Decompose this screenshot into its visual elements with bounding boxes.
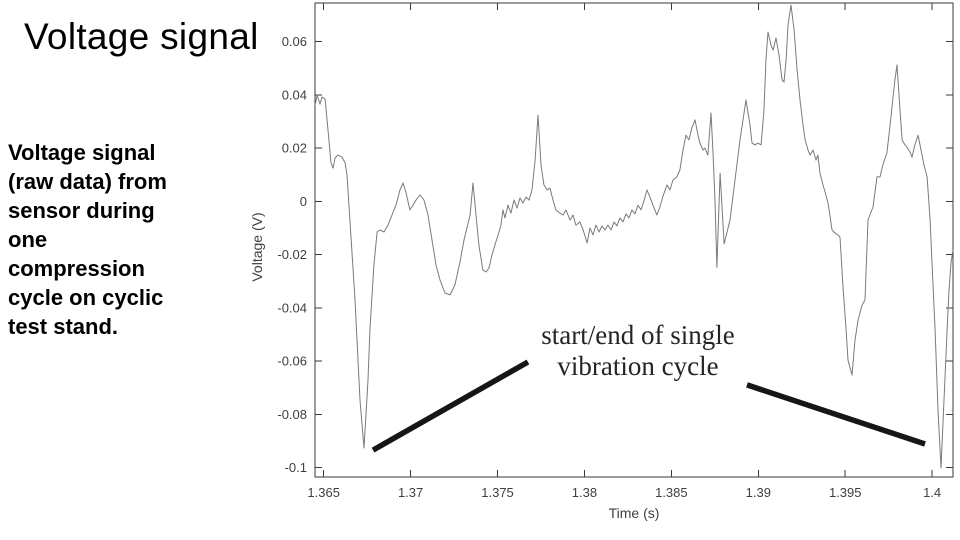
plot-box [314, 2, 954, 478]
signal-line [314, 4, 954, 469]
y-tick-label: -0.08 [277, 407, 307, 422]
description-text: Voltage signal (raw data) from sensor du… [8, 140, 167, 339]
x-tick-label: 1.395 [829, 485, 862, 500]
x-axis-label: Time (s) [609, 505, 660, 521]
y-tick-label: -0.04 [277, 300, 307, 315]
x-tick-label: 1.365 [307, 485, 340, 500]
annotation-pointer-line [371, 359, 530, 453]
page-title: Voltage signal [24, 16, 259, 57]
x-tick-label: 1.385 [655, 485, 688, 500]
annotation-pointer-line [746, 382, 926, 447]
y-tick-label: -0.06 [277, 354, 307, 369]
y-tick-label: 0.04 [282, 87, 307, 102]
x-tick-label: 1.37 [398, 485, 423, 500]
y-tick-label: 0.02 [282, 141, 307, 156]
x-tick-label: 1.39 [746, 485, 771, 500]
annotation-label: start/end of single vibration cycle [541, 320, 734, 382]
y-tick-label: 0 [300, 194, 307, 209]
x-tick-label: 1.38 [572, 485, 597, 500]
y-axis-label: Voltage (V) [249, 212, 265, 281]
x-tick-label: 1.4 [923, 485, 941, 500]
y-tick-label: -0.02 [277, 247, 307, 262]
annotation-line-1: start/end of single [541, 320, 735, 350]
y-tick-label: -0.1 [285, 460, 307, 475]
x-tick-label: 1.375 [481, 485, 514, 500]
annotation-line-2: vibration cycle [557, 351, 719, 381]
y-tick-label: 0.06 [282, 34, 307, 49]
